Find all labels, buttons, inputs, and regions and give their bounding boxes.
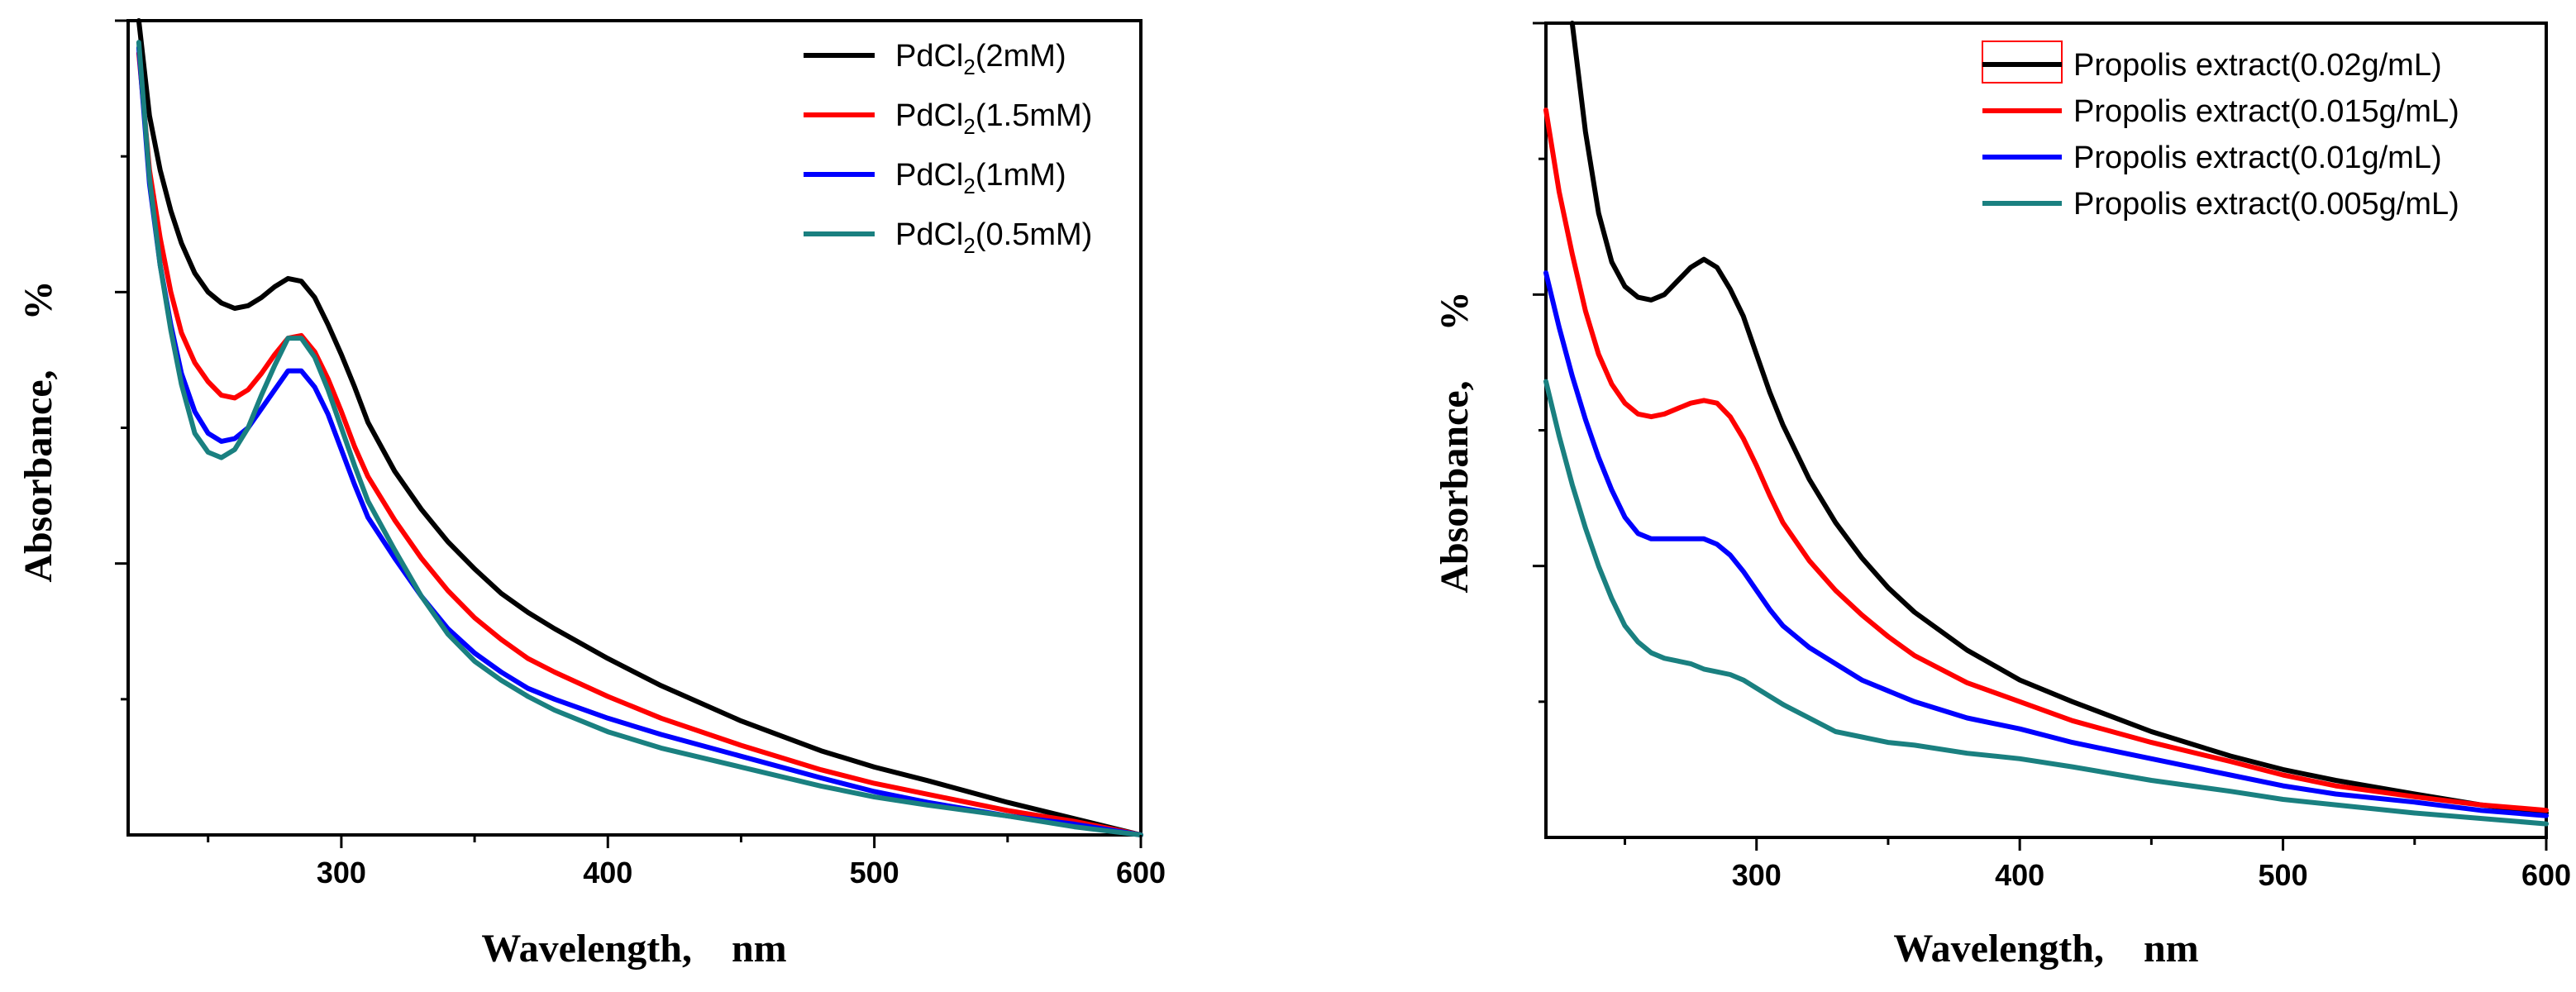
legend-label: PdCl2(1mM) (895, 158, 1066, 198)
series-line-1 (1569, 21, 2549, 816)
series-line-3 (136, 45, 1143, 837)
x-tick-label: 400 (583, 856, 632, 889)
y-ticks (1533, 21, 1546, 703)
x-tick-label: 600 (1116, 856, 1166, 889)
legend-label: PdCl2(2mM) (895, 39, 1066, 79)
x-tick-label: 500 (2259, 858, 2308, 892)
panel-propolis: 300 400 500 600 Wavelength, nm Absorbance, … (1433, 21, 2571, 971)
y-axis-title: Absorbance, % (17, 280, 60, 582)
series-lines (1543, 21, 2549, 827)
series-line-1 (136, 18, 1143, 837)
x-tick-label: 300 (317, 856, 366, 889)
x-ticks: 300 400 500 600 (1624, 837, 2571, 892)
series-line-2 (136, 50, 1143, 837)
series-line-4 (136, 40, 1143, 837)
legend-label: Propolis extract(0.005g/mL) (2073, 187, 2459, 222)
series-line-2 (1543, 107, 2549, 813)
x-ticks: 300 400 500 600 (207, 835, 1166, 889)
x-tick-label: 500 (850, 856, 899, 889)
plot-frame (126, 19, 1143, 837)
panel-pdcl2: 300 400 500 600 Wavelength, nm Absorbance, … (17, 18, 1166, 971)
legend-label: PdCl2(0.5mM) (895, 217, 1092, 258)
series-line-4 (1543, 379, 2549, 827)
legend: PdCl2(2mM) PdCl2(1.5mM) PdCl2(1mM) PdCl2(0.… (804, 39, 1092, 258)
series-lines (136, 18, 1143, 837)
legend-label: PdCl2(1.5mM) (895, 98, 1092, 139)
x-tick-label: 600 (2521, 858, 2571, 892)
legend-label: Propolis extract(0.01g/mL) (2073, 141, 2442, 175)
legend-label: Propolis extract(0.015g/mL) (2073, 94, 2459, 129)
series-line-3 (1543, 270, 2549, 818)
legend-label: Propolis extract(0.02g/mL) (2073, 48, 2442, 83)
x-tick-label: 300 (1732, 858, 1782, 892)
x-tick-label: 400 (1995, 858, 2044, 892)
x-axis-title: Wavelength, nm (481, 927, 786, 971)
x-axis-title: Wavelength, nm (1893, 927, 2198, 971)
y-axis-title: Absorbance, % (1433, 291, 1476, 593)
legend: Propolis extract(0.02g/mL) Propolis extra… (1982, 48, 2459, 222)
y-ticks (115, 19, 128, 701)
